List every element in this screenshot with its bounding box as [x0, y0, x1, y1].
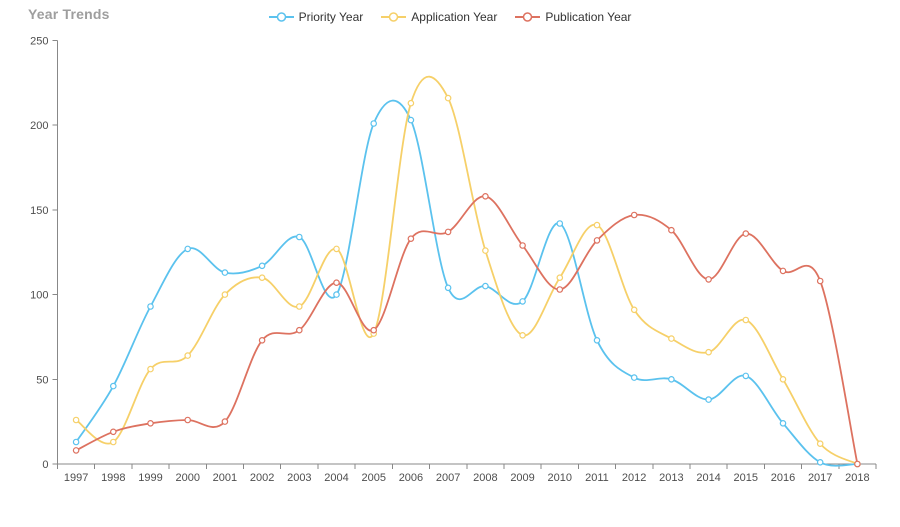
svg-text:2018: 2018 [845, 472, 869, 484]
legend-item-priority-year[interactable]: Priority Year [268, 10, 364, 24]
svg-text:0: 0 [42, 459, 48, 471]
chart-title: Year Trends [28, 6, 110, 22]
svg-text:50: 50 [36, 374, 48, 386]
svg-text:2000: 2000 [175, 472, 199, 484]
line-circle-marker-icon [381, 11, 407, 23]
svg-text:2017: 2017 [808, 472, 832, 484]
legend-label: Priority Year [298, 10, 364, 24]
svg-text:250: 250 [30, 36, 48, 48]
svg-text:2001: 2001 [213, 472, 237, 484]
svg-text:2004: 2004 [324, 472, 348, 484]
line-circle-marker-icon [268, 11, 294, 23]
legend-label: Application Year [411, 10, 498, 24]
legend-item-publication-year[interactable]: Publication Year [515, 10, 631, 24]
svg-text:200: 200 [30, 120, 48, 132]
legend: Priority Year Application Year Publicati… [0, 10, 900, 24]
svg-text:2007: 2007 [436, 472, 460, 484]
legend-label: Publication Year [545, 10, 632, 24]
svg-text:2002: 2002 [250, 472, 274, 484]
svg-text:2015: 2015 [734, 472, 758, 484]
svg-text:150: 150 [30, 205, 48, 217]
legend-item-application-year[interactable]: Application Year [381, 10, 497, 24]
svg-text:2003: 2003 [287, 472, 311, 484]
svg-text:2011: 2011 [585, 472, 609, 484]
svg-text:2008: 2008 [473, 472, 497, 484]
svg-text:1999: 1999 [138, 472, 162, 484]
svg-text:2014: 2014 [696, 472, 720, 484]
svg-text:1998: 1998 [101, 472, 125, 484]
svg-text:2012: 2012 [622, 472, 646, 484]
svg-text:2016: 2016 [771, 472, 795, 484]
svg-text:2010: 2010 [548, 472, 572, 484]
svg-text:2005: 2005 [361, 472, 385, 484]
svg-text:100: 100 [30, 290, 48, 302]
svg-text:2006: 2006 [399, 472, 423, 484]
svg-text:2009: 2009 [510, 472, 534, 484]
line-circle-marker-icon [515, 11, 541, 23]
svg-text:2013: 2013 [659, 472, 683, 484]
svg-text:1997: 1997 [64, 472, 88, 484]
